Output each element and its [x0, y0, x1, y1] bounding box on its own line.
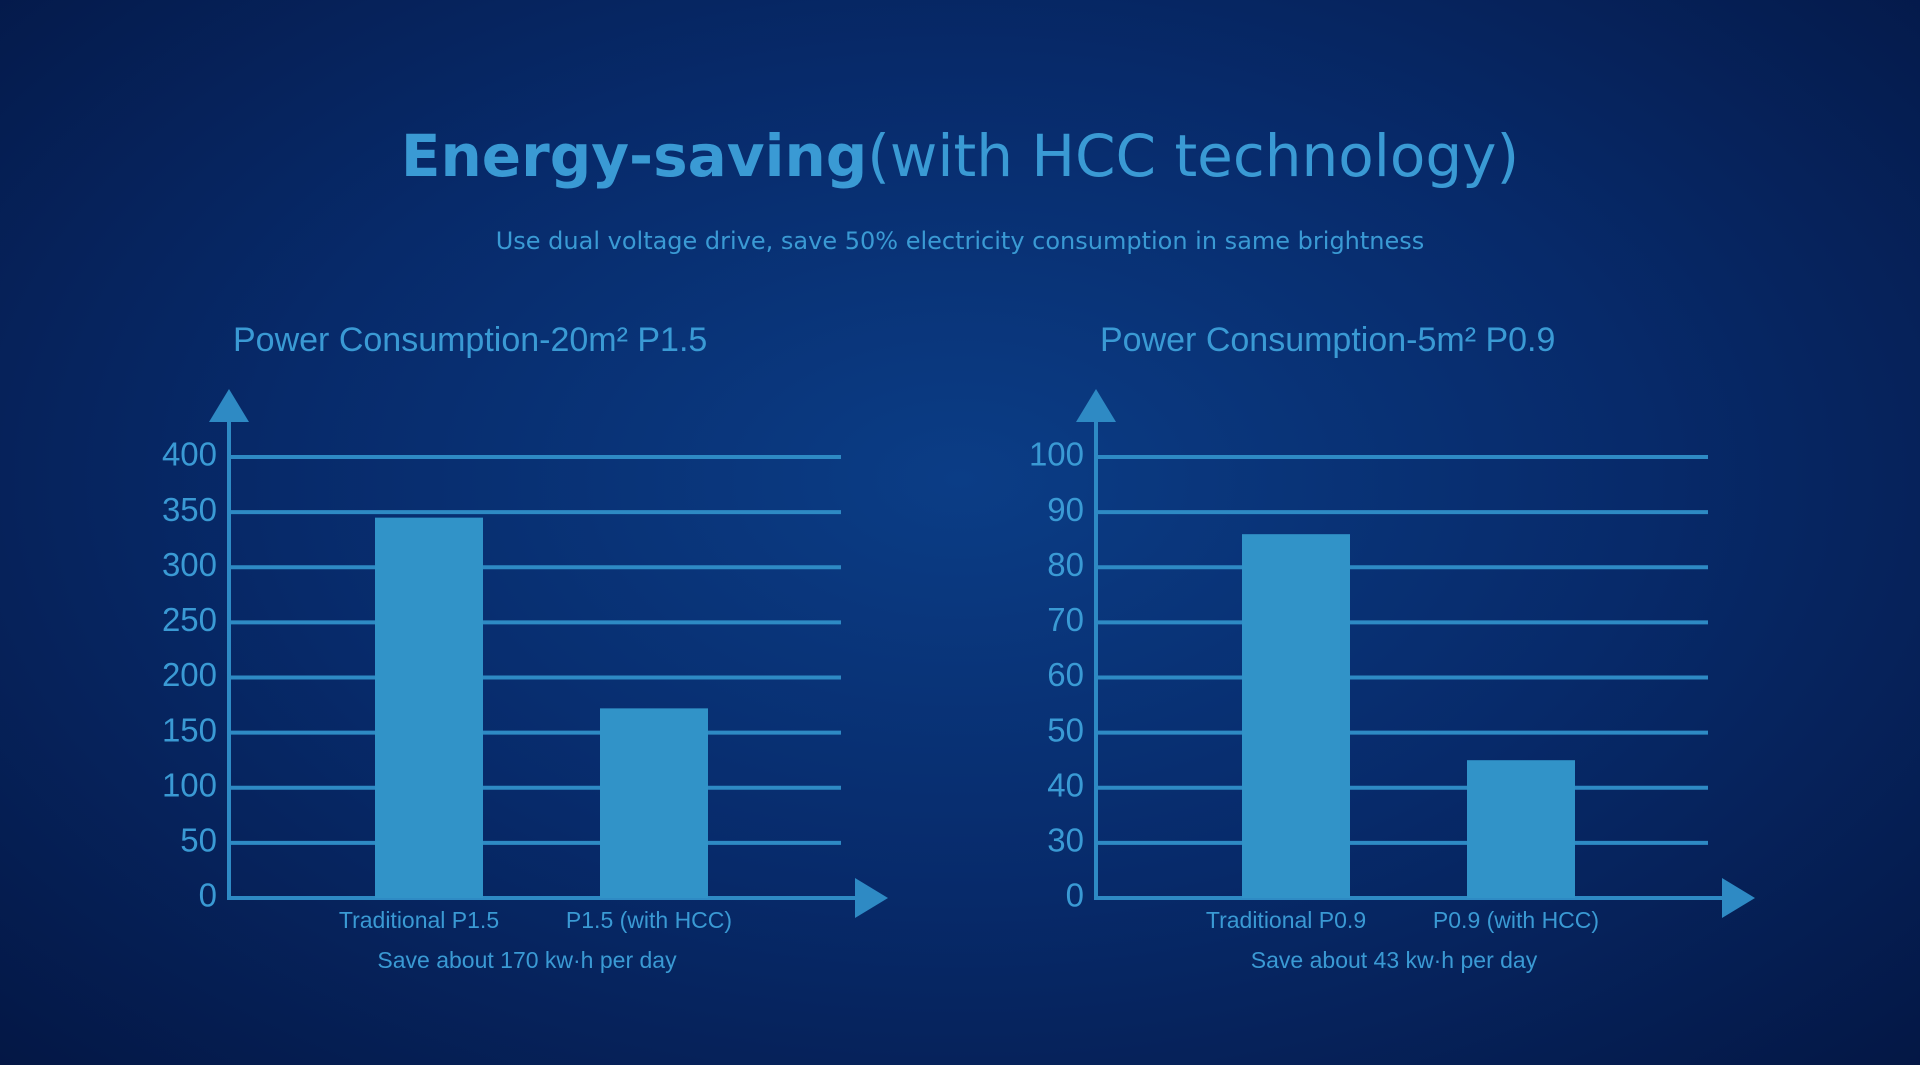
y-tick-label: 0 [199, 877, 217, 914]
chart: Power Consumption-5m² P0.9 0 30 40 50 60 70 80 9… [1029, 321, 1755, 973]
x-tick-label: P0.9 (with HCC) [1433, 907, 1599, 933]
subtitle: Use dual voltage drive, save 50% electri… [496, 227, 1425, 255]
y-tick-label: 200 [162, 656, 217, 693]
title-bold: Energy-saving [401, 122, 867, 190]
bar [375, 517, 483, 898]
y-axis-arrow [209, 389, 249, 422]
y-tick-label: 150 [162, 711, 217, 748]
y-tick-label: 90 [1047, 491, 1084, 528]
title: Energy-saving(with HCC technology) [401, 122, 1519, 190]
x-tick-label: Traditional P0.9 [1206, 907, 1366, 933]
y-tick-label: 300 [162, 546, 217, 583]
y-tick-label: 100 [162, 766, 217, 803]
y-axis-arrow [1076, 389, 1116, 422]
y-tick-label: 100 [1029, 436, 1084, 473]
bar [1242, 534, 1350, 898]
title-rest: (with HCC technology) [867, 122, 1519, 190]
annotation: Save about 43 kw·h per day [1251, 947, 1538, 973]
y-tick-label: 40 [1047, 766, 1084, 803]
y-tick-label: 350 [162, 491, 217, 528]
chart: Power Consumption-20m² P1.5 0 50 100 150 200 2… [162, 321, 888, 973]
x-tick-label: Traditional P1.5 [339, 907, 499, 933]
y-tick-label: 70 [1047, 601, 1084, 638]
x-axis-arrow [855, 878, 888, 918]
y-tick-label: 400 [162, 436, 217, 473]
x-tick-label: P1.5 (with HCC) [566, 907, 732, 933]
y-tick-label: 50 [180, 822, 217, 859]
y-tick-label: 80 [1047, 546, 1084, 583]
chart-title: Power Consumption-5m² P0.9 [1100, 321, 1555, 359]
bar [600, 708, 708, 898]
y-tick-label: 60 [1047, 656, 1084, 693]
annotation: Save about 170 kw·h per day [377, 947, 677, 973]
y-tick-label: 250 [162, 601, 217, 638]
x-axis-arrow [1722, 878, 1755, 918]
bar [1467, 760, 1575, 898]
y-tick-label: 0 [1066, 877, 1084, 914]
y-tick-label: 50 [1047, 711, 1084, 748]
chart-title: Power Consumption-20m² P1.5 [233, 321, 707, 359]
y-tick-label: 30 [1047, 822, 1084, 859]
